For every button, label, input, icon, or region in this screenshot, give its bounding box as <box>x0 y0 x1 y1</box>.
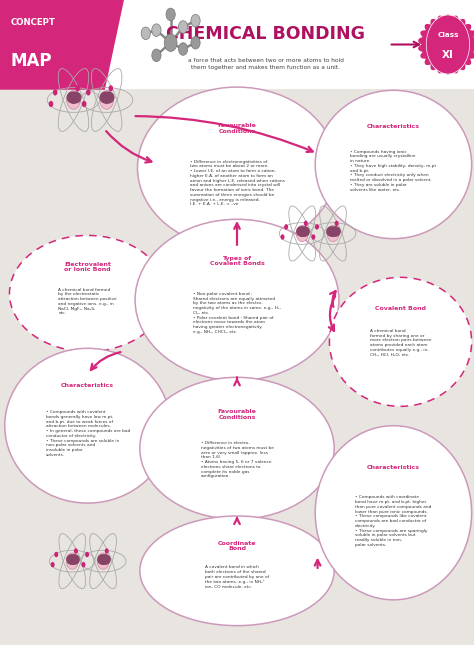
Circle shape <box>311 234 315 240</box>
Text: Covalent Bond: Covalent Bond <box>375 306 426 312</box>
Text: CHEMICAL BONDING: CHEMICAL BONDING <box>166 25 365 43</box>
Text: a force that acts between two or more atoms to hold
them together and makes them: a force that acts between two or more at… <box>188 58 343 70</box>
Circle shape <box>178 21 188 34</box>
Circle shape <box>49 101 53 107</box>
Ellipse shape <box>140 516 334 626</box>
Text: Coordinate
Bond: Coordinate Bond <box>218 541 256 551</box>
Ellipse shape <box>315 90 472 239</box>
Text: • Difference in electronegativities of
two atoms must be about 2 or more.
• Lowe: • Difference in electronegativities of t… <box>190 160 284 206</box>
Circle shape <box>75 85 80 92</box>
Text: A chemical bond formed
by the electrostatic
attraction between positive
and nega: A chemical bond formed by the electrosta… <box>58 288 117 315</box>
Circle shape <box>74 548 78 553</box>
Circle shape <box>164 34 177 52</box>
Text: Characteristics: Characteristics <box>61 383 114 388</box>
Circle shape <box>296 225 308 242</box>
Circle shape <box>284 224 288 230</box>
Circle shape <box>97 553 109 570</box>
Text: XI: XI <box>442 50 454 60</box>
Polygon shape <box>0 0 123 89</box>
Text: A chemical bond
formed by sharing one or
more electron pairs between
atoms provi: A chemical bond formed by sharing one or… <box>370 329 431 357</box>
Circle shape <box>166 8 175 21</box>
Circle shape <box>105 548 109 553</box>
Circle shape <box>335 221 338 226</box>
Text: Class: Class <box>437 32 459 39</box>
Circle shape <box>51 562 55 568</box>
Ellipse shape <box>5 348 171 503</box>
Text: Favourable
Conditions: Favourable Conditions <box>218 123 256 134</box>
Text: A covalent bond in which
both electrons of the shared
pair are contributed by on: A covalent bond in which both electrons … <box>205 565 269 589</box>
Ellipse shape <box>137 87 337 248</box>
Circle shape <box>426 15 470 74</box>
Text: Characteristics: Characteristics <box>367 124 420 129</box>
Ellipse shape <box>135 219 339 381</box>
Text: • Difference in electro-
negativities of two atoms must be
zero or very small (a: • Difference in electro- negativities of… <box>201 441 273 479</box>
Circle shape <box>66 553 78 570</box>
Circle shape <box>152 49 161 61</box>
Circle shape <box>178 43 188 55</box>
Text: CONCEPT: CONCEPT <box>10 18 55 26</box>
Circle shape <box>53 89 57 95</box>
Polygon shape <box>419 15 474 74</box>
Text: Characteristics: Characteristics <box>367 465 420 470</box>
Text: • Compounds with covalent
bonds generally have low m.pt.
and b.pt. due to weak f: • Compounds with covalent bonds generall… <box>46 410 130 457</box>
Ellipse shape <box>140 377 334 519</box>
Text: • Compounds with coordinate
bond have m.pt. and b.pt. higher
than pure covalent : • Compounds with coordinate bond have m.… <box>355 495 432 547</box>
Ellipse shape <box>329 277 472 406</box>
Text: • Compounds having ionic
bonding are usually crystalline
in nature.
• They have : • Compounds having ionic bonding are usu… <box>350 150 437 192</box>
Circle shape <box>304 221 308 226</box>
Circle shape <box>82 562 85 568</box>
Circle shape <box>85 552 89 557</box>
Text: MAP: MAP <box>10 52 52 70</box>
Circle shape <box>109 85 113 92</box>
Circle shape <box>191 36 200 49</box>
Circle shape <box>281 234 284 240</box>
Ellipse shape <box>9 235 166 352</box>
Circle shape <box>152 24 161 36</box>
Circle shape <box>86 89 91 95</box>
Circle shape <box>141 27 150 39</box>
Circle shape <box>191 14 200 27</box>
Circle shape <box>327 225 339 242</box>
Circle shape <box>82 101 86 107</box>
FancyBboxPatch shape <box>0 0 474 89</box>
Text: • Non-polar covalent bond :
Shared electrons are equally attracted
by the two at: • Non-polar covalent bond : Shared elect… <box>193 292 281 334</box>
Ellipse shape <box>315 426 472 600</box>
Text: Electrovalent
or Ionic Bond: Electrovalent or Ionic Bond <box>64 262 111 272</box>
Text: Favourable
Conditions: Favourable Conditions <box>218 410 256 420</box>
Circle shape <box>55 552 58 557</box>
Circle shape <box>315 224 319 230</box>
Circle shape <box>100 91 113 109</box>
Circle shape <box>67 91 80 109</box>
Text: Types of
Covalent Bonds: Types of Covalent Bonds <box>210 255 264 266</box>
